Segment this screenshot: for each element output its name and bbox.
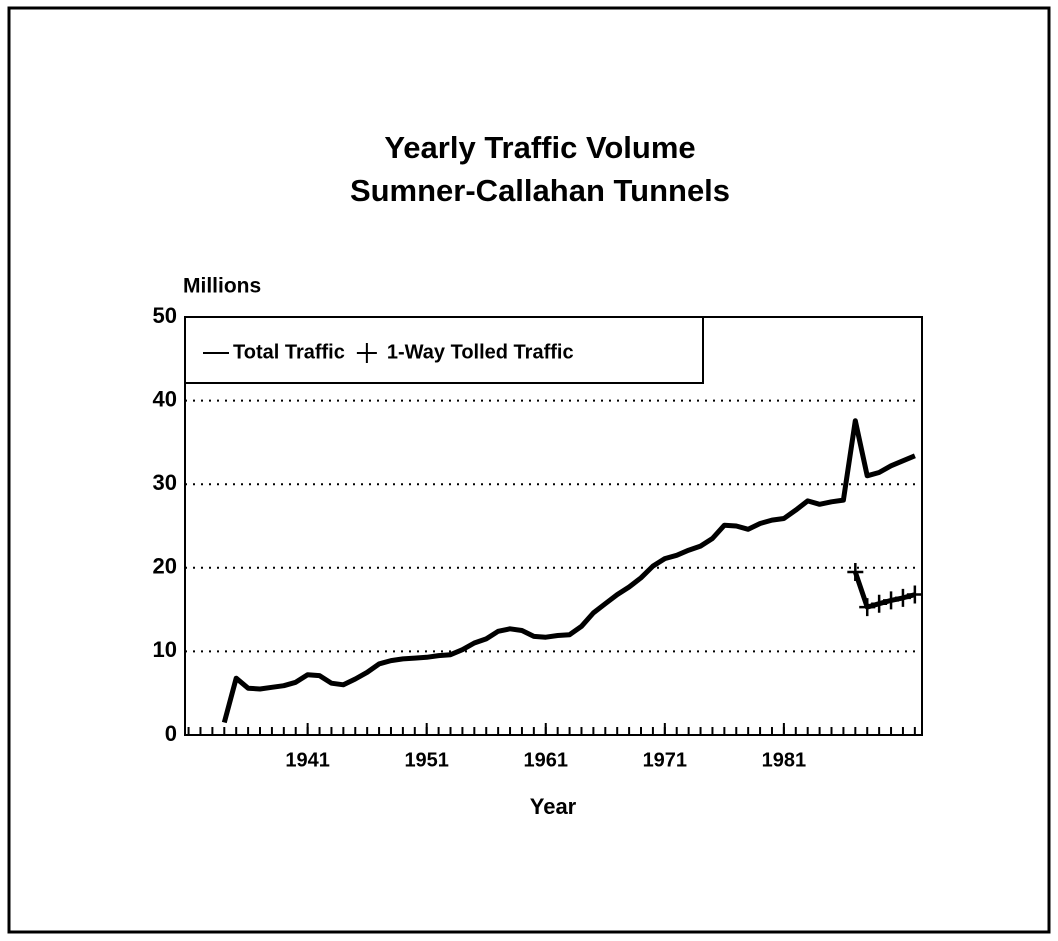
x-tick-label: 1971 bbox=[643, 749, 688, 771]
legend-label: 1-Way Tolled Traffic bbox=[387, 341, 574, 363]
y-axis-label: Millions bbox=[183, 275, 261, 298]
plus-marker bbox=[906, 585, 923, 604]
series-line bbox=[852, 571, 916, 610]
y-tick-label: 30 bbox=[153, 470, 177, 495]
x-tick-label: 1981 bbox=[762, 749, 807, 771]
y-tick-label: 40 bbox=[153, 386, 177, 411]
legend-box bbox=[184, 316, 704, 384]
legend-symbol bbox=[356, 343, 377, 363]
plus-marker bbox=[871, 594, 888, 613]
plus-marker bbox=[859, 598, 876, 617]
legend-label: Total Traffic bbox=[233, 341, 345, 363]
y-tick-label: 10 bbox=[153, 637, 177, 662]
plus-marker bbox=[894, 588, 911, 607]
x-tick-label: 1951 bbox=[404, 749, 449, 771]
y-tick-label: 50 bbox=[153, 303, 177, 328]
plus-marker bbox=[883, 591, 900, 610]
x-axis-label: Year bbox=[530, 794, 577, 819]
y-tick-label: 0 bbox=[165, 721, 177, 746]
chart-subtitle: Sumner-Callahan Tunnels bbox=[350, 173, 730, 208]
series-line bbox=[221, 418, 916, 724]
plus-marker bbox=[847, 562, 864, 581]
chart-title: Yearly Traffic Volume bbox=[384, 130, 695, 165]
page-frame bbox=[7, 6, 1051, 934]
y-tick-label: 20 bbox=[153, 554, 177, 579]
x-tick-label: 1961 bbox=[524, 749, 569, 771]
x-tick-label: 1941 bbox=[285, 749, 330, 771]
